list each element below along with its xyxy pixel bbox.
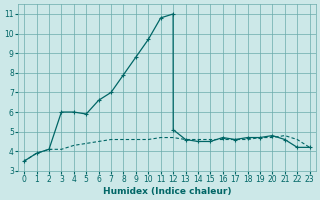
X-axis label: Humidex (Indice chaleur): Humidex (Indice chaleur) (103, 187, 231, 196)
